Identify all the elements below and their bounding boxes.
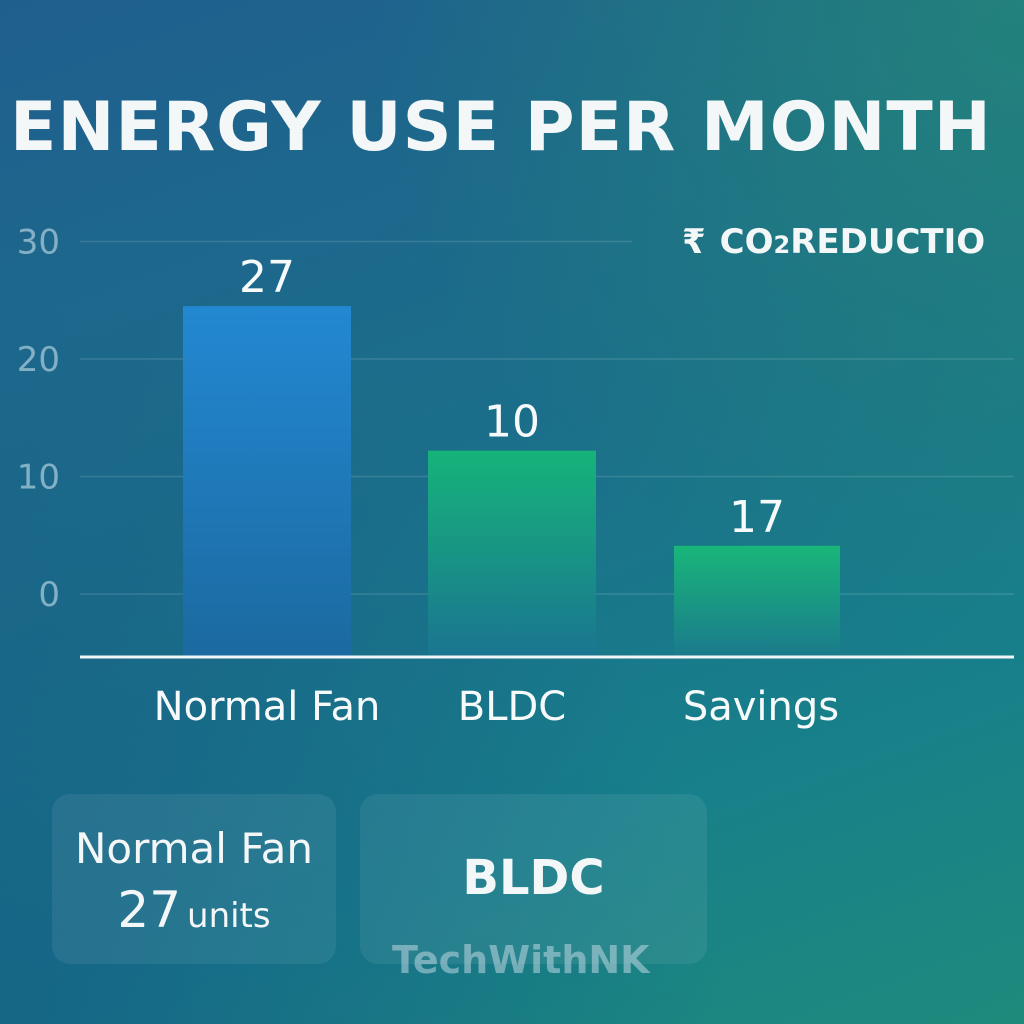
x-tick-label: Savings bbox=[683, 684, 839, 730]
y-tick-label: 30 bbox=[17, 223, 60, 263]
data-label: 10 bbox=[484, 397, 540, 448]
y-tick-label: 0 bbox=[38, 575, 60, 615]
bar-normal-fan bbox=[183, 306, 351, 657]
legend-text-prefix: CO bbox=[719, 222, 774, 262]
bar-bldc bbox=[428, 450, 596, 657]
watermark: TechWithNK bbox=[392, 938, 650, 982]
bar-chart: 0 10 20 30 27 Normal Fan 10 BLDC 17 Savings bbox=[16, 222, 1014, 730]
card-unit: units bbox=[187, 896, 271, 936]
card-label: BLDC bbox=[462, 850, 605, 906]
x-tick-label: Normal Fan bbox=[154, 684, 381, 730]
x-tick-label: BLDC bbox=[458, 684, 566, 730]
chart-title: ENERGY USE PER MONTH bbox=[10, 88, 992, 167]
bar-savings bbox=[674, 545, 840, 657]
y-tick-label: 20 bbox=[17, 340, 60, 380]
stat-card-normal-fan: Normal Fan 27 units bbox=[52, 794, 336, 964]
legend-subscript: 2 bbox=[773, 231, 791, 259]
legend: ₹ CO 2 REDUCTIO bbox=[682, 222, 985, 262]
card-value: 27 bbox=[117, 881, 182, 939]
legend-text-suffix: REDUCTIO bbox=[790, 222, 986, 262]
data-label: 27 bbox=[239, 252, 295, 303]
rupee-icon: ₹ bbox=[682, 222, 706, 262]
y-tick-label: 10 bbox=[17, 458, 60, 498]
data-label: 17 bbox=[729, 492, 785, 543]
stat-card-bldc: BLDC bbox=[360, 794, 707, 964]
card-label: Normal Fan bbox=[75, 824, 313, 873]
